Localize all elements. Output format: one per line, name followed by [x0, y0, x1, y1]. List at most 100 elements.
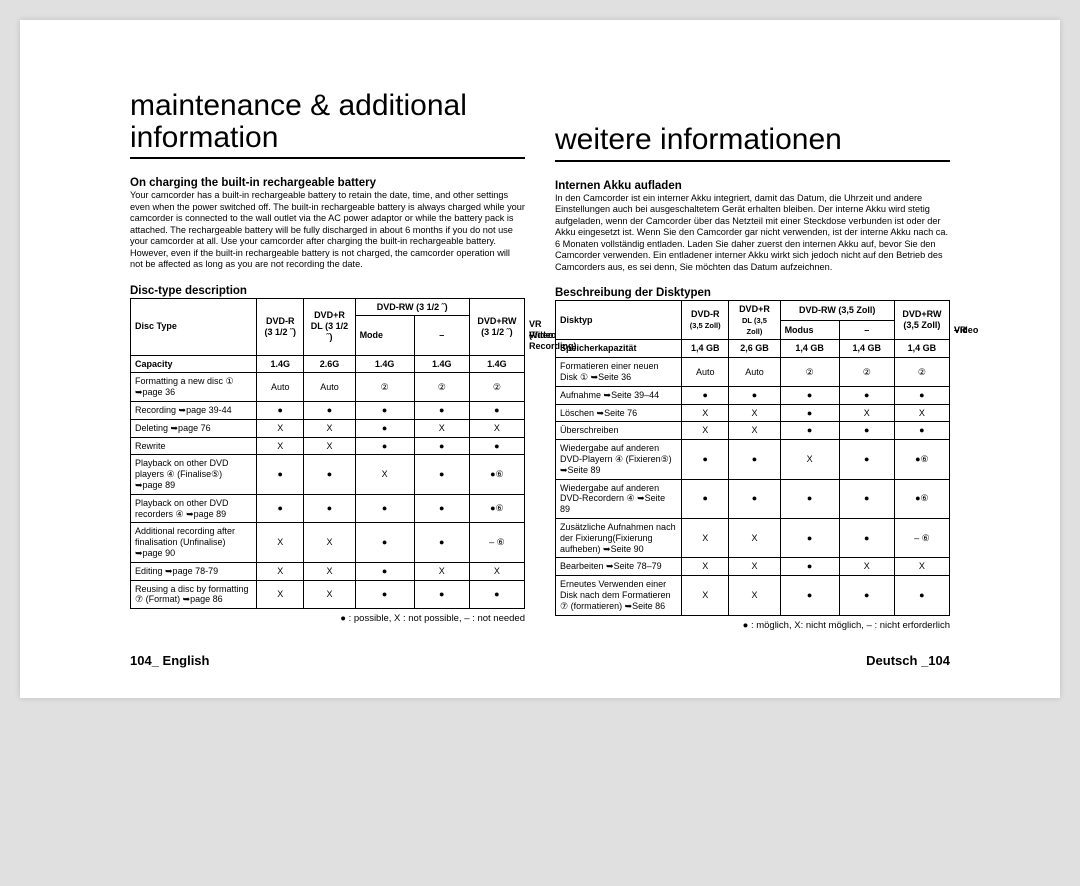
table-body-en: Formatting a new disc ① ➥page 36AutoAuto… — [131, 373, 525, 609]
cell: X — [894, 558, 949, 576]
cell: ●⑥ — [469, 494, 524, 523]
cell: ● — [839, 440, 894, 479]
cell: ● — [414, 437, 469, 455]
cell: Auto — [729, 358, 780, 387]
row-label: Reusing a disc by formatting ⑦ (Format) … — [131, 580, 257, 609]
german-column: weitere informationen Internen Akku aufl… — [555, 90, 1010, 631]
th-dvd-rw-plus-de: DVD+RW(3,5 Zoll) — [894, 301, 949, 340]
table-row: Formatting a new disc ① ➥page 36AutoAuto… — [131, 373, 525, 402]
cell: X — [304, 580, 355, 609]
cell: ● — [304, 402, 355, 420]
cell: ● — [729, 479, 780, 518]
cell: ② — [355, 373, 414, 402]
row-label: Erneutes Verwenden einer Disk nach dem F… — [556, 576, 682, 615]
cell: X — [839, 404, 894, 422]
cell: ● — [780, 576, 839, 615]
th-dvd-r-de: DVD-R(3,5 Zoll) — [682, 301, 729, 340]
th-dvd-r: DVD-R(3 1/2 ˝) — [257, 298, 304, 355]
cell: X — [304, 437, 355, 455]
table-row: Zusätzliche Aufnahmen nach der Fixierung… — [556, 518, 950, 557]
cell: ●⑥ — [894, 440, 949, 479]
row-label: Editing ➥page 78-79 — [131, 562, 257, 580]
cell: ● — [839, 576, 894, 615]
cell: X — [682, 518, 729, 557]
th-dvd-rw-plus: DVD+RW(3 1/2 ˝) — [469, 298, 524, 355]
row-label: Playback on other DVD recorders ④ ➥page … — [131, 494, 257, 523]
cell: ● — [894, 386, 949, 404]
cell: ● — [304, 494, 355, 523]
cell: X — [894, 404, 949, 422]
footer-left: 104_ English — [130, 653, 209, 668]
cell: ● — [355, 402, 414, 420]
two-column-layout: maintenance & additional information On … — [70, 90, 1010, 631]
cell: X — [257, 580, 304, 609]
table-row: Bearbeiten ➥Seite 78–79XX●XX — [556, 558, 950, 576]
cell: ● — [414, 494, 469, 523]
cell: ● — [469, 437, 524, 455]
row-label: Additional recording after finalisation … — [131, 523, 257, 562]
footer-right: Deutsch _104 — [866, 653, 950, 668]
cell: ② — [469, 373, 524, 402]
section-heading-disc-de: Beschreibung der Disktypen — [555, 287, 950, 299]
cell: ● — [355, 419, 414, 437]
cell: ② — [780, 358, 839, 387]
cell: ● — [780, 479, 839, 518]
table-body-de: Formatieren einer neuen Disk ① ➥Seite 36… — [556, 358, 950, 615]
table-row: Additional recording after finalisation … — [131, 523, 525, 562]
row-label: Rewrite — [131, 437, 257, 455]
cell: X — [304, 419, 355, 437]
row-label: Zusätzliche Aufnahmen nach der Fixierung… — [556, 518, 682, 557]
cell: ● — [780, 422, 839, 440]
cell: ● — [682, 386, 729, 404]
cell: Auto — [257, 373, 304, 402]
th-cap2: 2.6G — [304, 355, 355, 373]
cell: – ⑥ — [469, 523, 524, 562]
cell: X — [257, 419, 304, 437]
cell: ● — [355, 494, 414, 523]
cell: ● — [469, 580, 524, 609]
row-label: Playback on other DVD players ④ (Finalis… — [131, 455, 257, 494]
cell: X — [304, 562, 355, 580]
section-heading-disc-en: Disc-type description — [130, 285, 525, 297]
cell: ● — [894, 576, 949, 615]
cell: – ⑥ — [894, 518, 949, 557]
th-cap4: 1.4G — [414, 355, 469, 373]
section-heading-battery-de: Internen Akku aufladen — [555, 180, 950, 192]
cell: X — [469, 562, 524, 580]
cell: ● — [355, 523, 414, 562]
cell: ② — [894, 358, 949, 387]
cell: ② — [839, 358, 894, 387]
cell: ● — [780, 404, 839, 422]
cell: ● — [682, 479, 729, 518]
cell: ● — [839, 518, 894, 557]
table-row: ÜberschreibenXX●●● — [556, 422, 950, 440]
table-row: Löschen ➥Seite 76XX●XX — [556, 404, 950, 422]
row-label: Wiedergabe auf anderen DVD-Recordern ④ ➥… — [556, 479, 682, 518]
cell: ● — [414, 455, 469, 494]
th-cap1: 1.4G — [257, 355, 304, 373]
th-mode-dash1: – — [414, 316, 469, 355]
cell: X — [729, 518, 780, 557]
cell: ● — [414, 580, 469, 609]
table-row: Recording ➥page 39-44●●●●● — [131, 402, 525, 420]
cell: ● — [780, 558, 839, 576]
table-row: Playback on other DVD recorders ④ ➥page … — [131, 494, 525, 523]
cell: ● — [682, 440, 729, 479]
table-row: Wiedergabe auf anderen DVD-Recordern ④ ➥… — [556, 479, 950, 518]
cell: X — [682, 422, 729, 440]
table-row: Erneutes Verwenden einer Disk nach dem F… — [556, 576, 950, 615]
cell: X — [682, 404, 729, 422]
table-row: Aufnahme ➥Seite 39–44●●●●● — [556, 386, 950, 404]
cell: ● — [414, 523, 469, 562]
cell: X — [729, 576, 780, 615]
disc-table-en: Disc Type DVD-R(3 1/2 ˝) DVD+RDL (3 1/2 … — [130, 298, 525, 610]
disc-table-de: Disktyp DVD-R(3,5 Zoll) DVD+RDL (3,5 Zol… — [555, 300, 950, 616]
cell: Auto — [304, 373, 355, 402]
table-head: Disktyp DVD-R(3,5 Zoll) DVD+RDL (3,5 Zol… — [556, 301, 950, 358]
th-mode: Mode — [355, 316, 414, 355]
th-disktyp: Disktyp — [556, 301, 682, 340]
th-cap5: 1.4G — [469, 355, 524, 373]
cell: ● — [839, 422, 894, 440]
cell: X — [257, 523, 304, 562]
cell: ● — [257, 455, 304, 494]
